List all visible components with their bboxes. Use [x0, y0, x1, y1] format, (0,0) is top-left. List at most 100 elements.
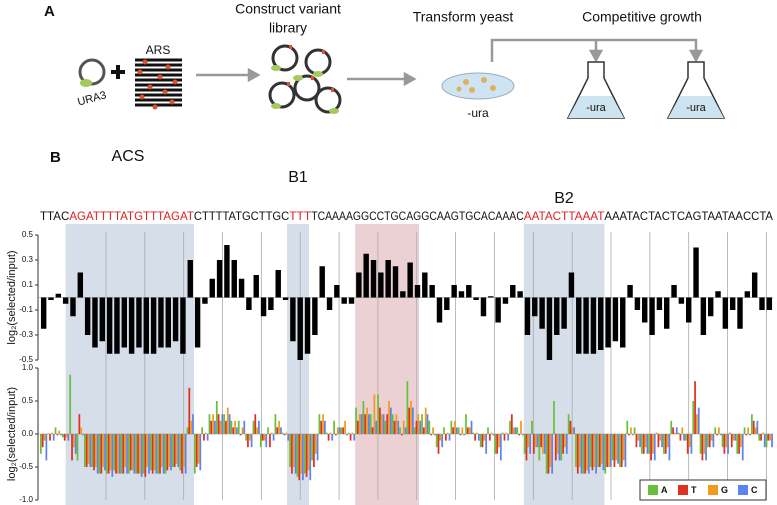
bar — [549, 434, 552, 467]
bar — [765, 434, 768, 448]
bar — [672, 427, 674, 434]
bar — [380, 414, 383, 434]
bar — [524, 297, 531, 335]
bar — [115, 434, 117, 474]
bar — [414, 285, 421, 298]
bar — [47, 433, 50, 434]
bar — [652, 434, 654, 454]
bar — [516, 427, 519, 434]
bar — [763, 434, 766, 448]
bar — [322, 414, 324, 434]
bar — [743, 427, 746, 434]
bar — [664, 434, 667, 454]
bar — [329, 432, 332, 434]
bar — [120, 434, 123, 474]
bar — [617, 434, 619, 464]
bar — [657, 434, 660, 448]
bar — [114, 297, 120, 354]
bar — [153, 434, 156, 471]
bar — [476, 432, 478, 434]
bar — [641, 434, 643, 454]
bar — [362, 401, 365, 434]
bar — [246, 297, 252, 310]
bar — [99, 297, 106, 342]
bar — [324, 420, 326, 434]
bar — [619, 434, 621, 467]
bar — [373, 394, 376, 434]
bar — [187, 260, 193, 298]
bar — [582, 434, 585, 474]
legend-box — [639, 479, 767, 501]
bar — [700, 297, 707, 335]
bar — [327, 434, 330, 441]
bar — [263, 434, 266, 441]
bar — [238, 278, 245, 298]
bar — [432, 427, 434, 434]
bar — [495, 297, 501, 323]
legend-swatch — [708, 485, 718, 495]
bar — [74, 434, 77, 454]
bar — [77, 272, 84, 298]
bar — [517, 291, 523, 298]
bar — [210, 420, 213, 434]
bar — [118, 434, 121, 474]
bar — [477, 434, 480, 441]
bar — [584, 434, 586, 474]
bar — [543, 434, 546, 454]
bar — [107, 434, 110, 474]
bar — [150, 297, 157, 354]
bar — [767, 434, 770, 441]
bar — [712, 434, 715, 448]
bar — [223, 414, 225, 434]
bar — [131, 434, 134, 471]
bar — [523, 434, 526, 454]
bar — [203, 434, 205, 441]
bar — [591, 434, 594, 471]
sequence-segment: AAATACTACTCAGTAATAACCTA — [604, 209, 773, 223]
bar — [296, 434, 299, 477]
bar — [685, 297, 692, 323]
ars-mutation — [165, 64, 171, 70]
bar — [85, 434, 88, 467]
bar — [666, 434, 669, 448]
bar — [69, 374, 72, 434]
bar — [56, 434, 59, 436]
bar — [635, 434, 638, 448]
bar — [378, 272, 384, 298]
bar — [341, 297, 347, 304]
bar — [466, 285, 472, 298]
bar — [182, 434, 185, 467]
bar — [703, 434, 706, 454]
bar — [93, 434, 95, 471]
bar — [448, 434, 451, 441]
bar — [388, 401, 390, 434]
bar — [444, 434, 447, 441]
bar — [727, 434, 729, 454]
bar — [116, 434, 119, 474]
bar — [554, 297, 560, 335]
bar — [419, 420, 422, 434]
bar — [52, 434, 55, 441]
bar — [622, 434, 625, 461]
bar — [518, 434, 521, 436]
bar — [560, 434, 563, 461]
bar — [202, 297, 208, 304]
bar — [435, 434, 438, 448]
bar — [342, 427, 345, 434]
bar — [314, 434, 317, 454]
bar — [583, 297, 589, 354]
bar — [177, 434, 180, 467]
bar — [192, 414, 194, 434]
bar — [135, 434, 138, 474]
bar — [305, 434, 308, 477]
step-label: library — [269, 20, 307, 36]
bar — [556, 434, 559, 454]
bar — [683, 434, 685, 441]
bar — [459, 434, 462, 436]
bar — [510, 285, 516, 298]
bar — [741, 434, 744, 461]
bar — [40, 297, 47, 329]
bar — [562, 434, 565, 454]
bar — [291, 434, 293, 474]
bar — [411, 407, 414, 434]
